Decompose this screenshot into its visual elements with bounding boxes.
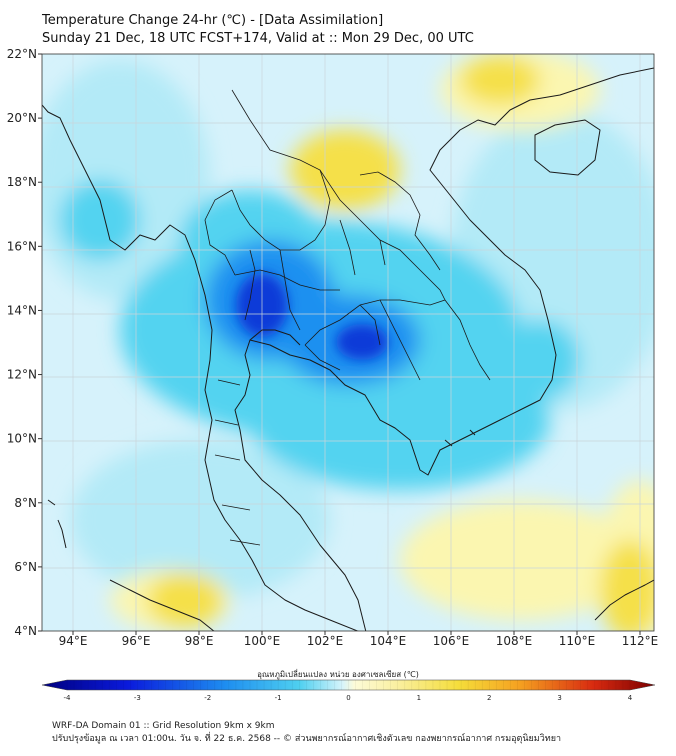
field-yellow-borneo [600,540,654,631]
colorbar-tick-label: 1 [417,694,421,702]
lat-tick-label: 12°N [7,368,37,382]
border-country-3 [231,169,331,251]
border-country-2 [359,171,441,271]
colorbar-tick-label: -4 [64,694,72,702]
lon-tick-label: 110°E [559,634,596,648]
field-yellow-china [460,55,540,105]
field-yellow-sumatra [147,572,223,628]
lon-tick-label: 104°E [370,634,407,648]
coastlines [42,67,654,631]
lon-tick-label: 102°E [307,634,344,648]
map-frame [41,53,655,632]
border-provinces-3 [339,219,386,346]
field-cyan-east [500,320,580,400]
lon-tick-label: 108°E [496,634,533,648]
lat-tick-label: 14°N [7,303,37,317]
colorbar-tick-label: -3 [134,694,141,702]
axis-ticks: 22°N 20°N 18°N 16°N 14°N 12°N 10°N 8°N 6°N 4°N 94°… [7,47,659,648]
political-borders [204,89,491,546]
border-country-4 [204,189,236,276]
coastline-hainan [534,119,601,176]
lon-tick-label: 112°E [622,634,659,648]
field-light-cyan-southwest [70,440,330,600]
lat-lon-grid [42,54,654,631]
lat-tick-label: 8°N [14,496,37,510]
coastline-mainland [42,67,654,631]
colorbar-title: อุณหภูมิเปลี่ยนแปลง หน่วย องศาเซลเซียส (… [257,670,419,679]
lat-tick-label: 16°N [7,239,37,253]
colorbar-tick-label: 2 [487,694,491,702]
lat-tick-label: 18°N [7,175,37,189]
lat-tick-label: 6°N [14,560,37,574]
field-cyan-west [60,180,140,260]
colorbar [41,679,656,691]
coastline-islands [47,429,476,549]
lat-tick-label: 22°N [7,47,37,61]
lon-tick-label: 96°E [122,634,151,648]
lon-tick-label: 98°E [185,634,214,648]
lat-tick-label: 20°N [7,111,37,125]
colorbar-tick-label: 3 [557,694,561,702]
lon-tick-label: 106°E [433,634,470,648]
field-pale-yellow-south [400,500,640,620]
border-provinces-1 [234,249,340,331]
lon-tick-label: 100°E [244,634,281,648]
field-dark-blue-tonle-sap [336,324,388,360]
border-country-6 [304,299,421,381]
coastline-borneo [594,579,654,621]
colorbar-tick-label: 4 [628,694,633,702]
colorbar-tick-label: 0 [346,694,350,702]
footer-line-2: ปรับปรุงข้อมูล ณ เวลา 01:00น. วัน จ. ที่… [52,734,562,744]
lat-tick-label: 10°N [7,432,37,446]
colorbar-ticks: -4 -3 -2 -1 0 1 2 3 4 [64,680,633,702]
border-provinces-2 [214,379,261,546]
map-subtitle: Sunday 21 Dec, 18 UTC FCST+174, Valid at… [42,31,474,46]
colorbar-tick-label: -1 [275,694,282,702]
colorbar-tick-label: -2 [204,694,211,702]
lon-tick-label: 94°E [59,634,88,648]
coastline-gulf-north [249,329,301,346]
coastline-sumatra [109,579,215,631]
field-yellow-laos [290,130,400,210]
border-country-5 [444,299,491,381]
footer-line-1: WRF-DA Domain 01 :: Grid Resolution 9km … [52,721,275,731]
lat-tick-label: 4°N [14,624,37,638]
map-title: Temperature Change 24-hr (℃) - [Data Ass… [42,13,384,28]
